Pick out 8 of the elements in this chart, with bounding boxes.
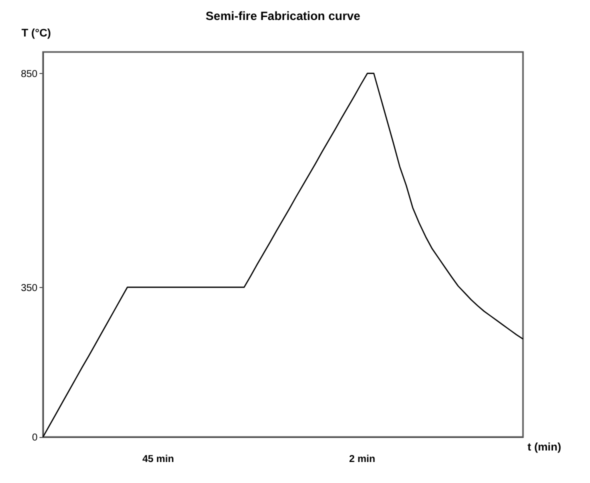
x-axis-title: t (min) [528, 442, 562, 454]
text: 45 min [142, 454, 174, 465]
y-tick-label: 350 [20, 282, 38, 294]
chart-title: Semi-fire Fabrication curve [206, 9, 361, 23]
text: 2 min [349, 454, 376, 465]
y-axis-title: T (°C) [22, 28, 52, 40]
y-tick-label: 0 [32, 432, 38, 444]
y-tick-label: 850 [20, 68, 38, 80]
